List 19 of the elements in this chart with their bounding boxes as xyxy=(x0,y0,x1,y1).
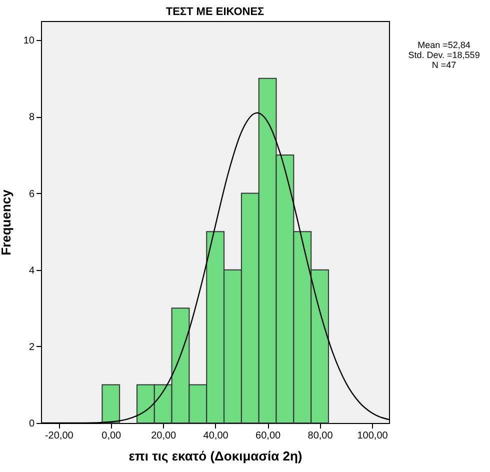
chart-title: ΤΕΣΤ ΜΕ ΕΙΚΟΝΕΣ xyxy=(166,6,265,18)
y-tick-label: 10 xyxy=(23,36,35,47)
y-tick-label: 4 xyxy=(28,265,35,276)
x-tick-label: 60,00 xyxy=(256,430,282,442)
text: Mean =52,84 xyxy=(418,40,470,50)
y-tick-label: 8 xyxy=(28,112,35,124)
y-tick-label: 2 xyxy=(28,342,35,353)
y-tick-label: 6 xyxy=(28,188,35,200)
x-tick-label: 40,00 xyxy=(203,430,229,442)
y-axis-title: Frequency xyxy=(0,188,14,256)
text: N =47 xyxy=(432,60,456,70)
y-tick-label: 0 xyxy=(28,418,35,430)
text: Std. Dev. =18,559 xyxy=(408,50,480,60)
x-tick-label: 80,00 xyxy=(308,430,334,442)
x-tick-label: 100,00 xyxy=(357,430,388,442)
x-tick-label: 20,00 xyxy=(151,430,177,442)
x-axis-title: επι τις εκατό (Δοκιμασία 2η) xyxy=(128,448,302,464)
x-tick-label: 0,00 xyxy=(102,430,122,442)
x-tick-label: -20,00 xyxy=(44,430,74,442)
